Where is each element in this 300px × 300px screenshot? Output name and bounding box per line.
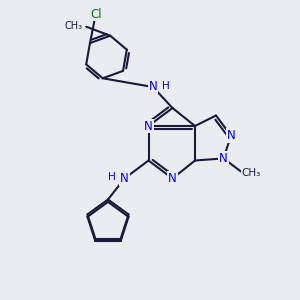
- Text: N: N: [219, 152, 228, 165]
- Text: CH₃: CH₃: [64, 21, 83, 31]
- Text: H: H: [162, 80, 170, 91]
- Text: H: H: [108, 172, 116, 182]
- Text: Cl: Cl: [90, 8, 102, 20]
- Text: N: N: [168, 172, 177, 185]
- Text: N: N: [120, 172, 129, 185]
- Text: N: N: [144, 119, 153, 133]
- Text: N: N: [226, 129, 236, 142]
- Text: CH₃: CH₃: [242, 168, 261, 178]
- Text: N: N: [148, 80, 158, 94]
